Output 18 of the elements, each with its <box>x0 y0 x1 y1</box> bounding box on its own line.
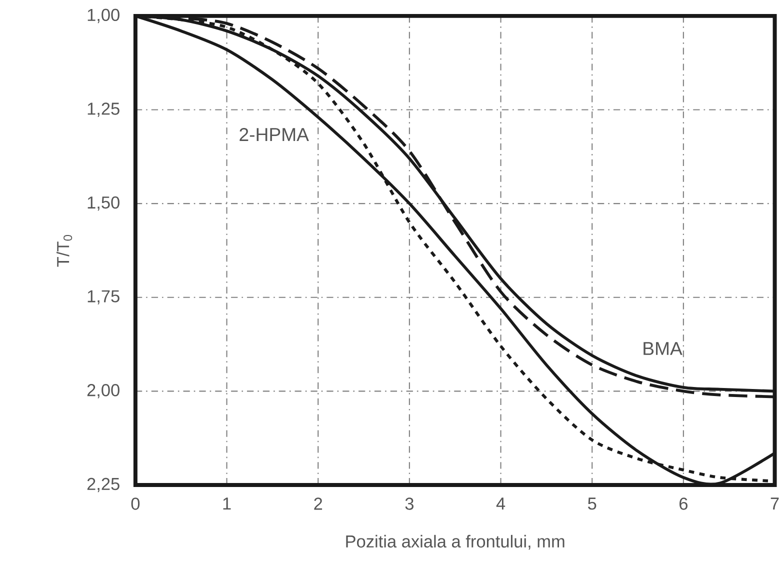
y-tick-label: 2,25 <box>87 478 120 492</box>
y-axis-title: T/T$_{0}$ <box>56 235 72 267</box>
y-tick-label: 1,75 <box>88 290 120 305</box>
y-tick-label: 1,25 <box>88 102 120 118</box>
y-tick-label: 1,50 <box>88 196 120 211</box>
x-tick-label: 4 <box>496 498 506 510</box>
x-tick-label: 1 <box>223 498 231 510</box>
x-tick-label: 2 <box>314 498 322 510</box>
annotation: BMA <box>644 342 682 356</box>
annotation: 2-HPMA <box>240 128 309 142</box>
x-axis-title: Pozitia axiala a frontului, mm <box>346 535 564 550</box>
x-tick-label: 6 <box>680 498 688 510</box>
y-tick-label: 1,00 <box>88 9 120 24</box>
x-tick-label: 3 <box>405 498 414 510</box>
y-tick-label: 2,00 <box>87 384 120 399</box>
x-tick-label: 7 <box>770 498 779 510</box>
x-tick-label: 5 <box>588 498 596 510</box>
x-tick-label: 0 <box>131 498 140 510</box>
